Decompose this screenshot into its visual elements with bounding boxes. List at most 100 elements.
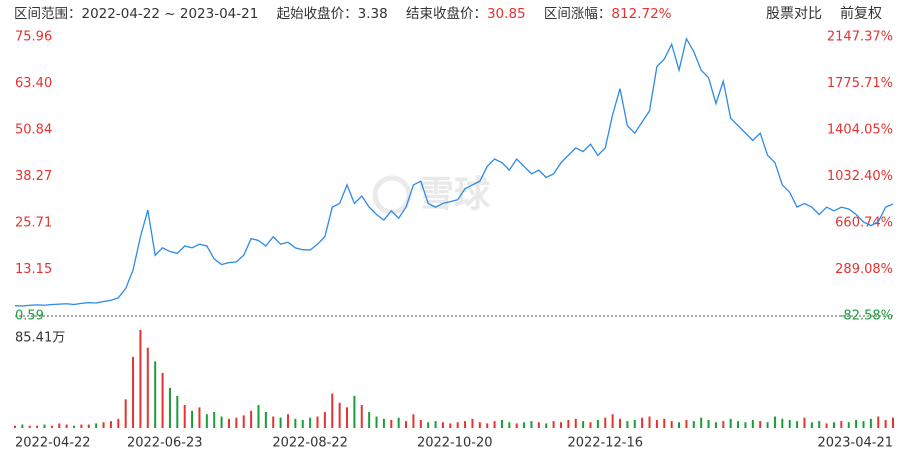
volume-bar: [102, 422, 105, 428]
volume-bar: [286, 414, 289, 428]
volume-bar: [14, 425, 16, 428]
volume-bar: [323, 411, 326, 428]
volume-bar: [198, 407, 201, 428]
change: 812.72%: [611, 6, 671, 22]
y2-tick-label: 660.74%: [835, 215, 893, 230]
x-tick-label: 2022-12-16: [567, 436, 643, 451]
volume-bar: [862, 421, 865, 428]
end-close: 30.85: [487, 6, 526, 22]
header-line: 区间范围：2022-04-22 ~ 2023-04-21 起始收盘价：3.38 …: [14, 5, 672, 22]
volume-bar: [331, 393, 334, 428]
volume-bar: [877, 416, 880, 428]
volume-bar: [803, 417, 806, 428]
start-label: 起始收盘价：: [277, 5, 358, 22]
volume-bar: [80, 424, 83, 428]
volume-bar: [456, 422, 459, 428]
volume-bar: [530, 421, 533, 428]
volume-bar: [766, 422, 769, 428]
volume-bar: [235, 417, 238, 428]
volume-bar: [301, 419, 304, 428]
volume-bar: [663, 418, 666, 428]
volume-bar: [109, 421, 112, 428]
volume-bar: [751, 419, 754, 428]
volume-bar: [397, 417, 400, 428]
change-label: 区间涨幅：: [544, 6, 612, 22]
volume-bar: [405, 421, 408, 428]
volume-bar: [729, 418, 732, 428]
volume-bar: [773, 416, 776, 428]
volume-bar: [58, 423, 61, 428]
volume-max-label: 85.41万: [15, 331, 65, 346]
volume-bar: [523, 422, 526, 428]
start-close: 3.38: [358, 6, 388, 22]
volume-bar: [95, 423, 98, 428]
volume-bar: [368, 411, 371, 428]
volume-bar: [250, 410, 253, 428]
volume-bar: [700, 417, 703, 428]
volume-bar: [220, 416, 223, 428]
volume-bar: [478, 422, 481, 428]
volume-bar: [427, 422, 430, 428]
volume-bar: [655, 419, 658, 428]
volume-bar: [788, 419, 791, 428]
volume-bar: [781, 418, 784, 428]
volume-bar: [309, 417, 312, 428]
volume-bar: [508, 422, 511, 428]
volume-bar: [279, 417, 282, 428]
volume-bar: [515, 423, 518, 428]
volume-bar: [434, 421, 437, 428]
y2-tick-label: 1404.05%: [827, 123, 893, 138]
volume-bar: [884, 419, 887, 428]
range: 2022-04-22 ~ 2023-04-21: [82, 6, 259, 22]
volume-bar: [257, 405, 260, 428]
volume-bar: [619, 418, 622, 428]
x-tick-label: 2022-08-22: [272, 436, 348, 451]
volume-bar: [338, 402, 341, 428]
volume-bar: [213, 411, 216, 428]
y2-tick-label: 1775.71%: [827, 76, 893, 91]
y-tick-label: 50.84: [15, 122, 52, 137]
volume-bar: [855, 419, 858, 428]
volume-bar: [678, 422, 681, 428]
volume-bar: [596, 419, 599, 428]
volume-bar: [242, 415, 245, 428]
y-tick-label: 38.27: [15, 169, 52, 184]
volume-bar: [176, 395, 179, 428]
end-label: 结束收盘价：: [406, 5, 487, 22]
range-label: 区间范围：: [14, 6, 82, 22]
volume-bar: [360, 405, 363, 428]
volume-bar: [574, 418, 577, 428]
y2-tick-label: 2147.37%: [827, 30, 893, 45]
volume-bar: [390, 419, 393, 428]
compare-button[interactable]: 股票对比: [766, 6, 822, 22]
volume-bar: [464, 421, 467, 428]
volume-bar: [818, 421, 821, 428]
volume-bar: [500, 419, 503, 428]
volume-bar: [847, 422, 850, 428]
volume-bar: [264, 411, 267, 428]
volume-bar: [486, 423, 489, 428]
volume-bar: [124, 399, 127, 428]
volume-bar: [205, 414, 208, 428]
y-tick-label: 75.96: [15, 30, 52, 45]
volume-bar: [692, 421, 695, 428]
adjust-button[interactable]: 前复权: [840, 5, 882, 22]
volume-bar: [154, 361, 157, 428]
volume-bar: [552, 421, 555, 428]
volume-bar: [825, 423, 828, 428]
volume-bar: [139, 330, 142, 428]
volume-bar: [21, 424, 24, 428]
volume-bar: [65, 424, 68, 428]
volume-bar: [648, 416, 651, 428]
volume-bar: [567, 419, 570, 428]
volume-bar: [759, 421, 762, 428]
volume-bar: [559, 422, 562, 428]
volume-bar: [641, 417, 644, 428]
y2-tick-label: 289.08%: [835, 262, 893, 277]
volume-bar: [471, 418, 474, 428]
volume-bar: [714, 422, 717, 428]
volume-bar: [272, 416, 275, 428]
volume-bar: [227, 418, 230, 428]
volume-bar: [449, 423, 452, 428]
